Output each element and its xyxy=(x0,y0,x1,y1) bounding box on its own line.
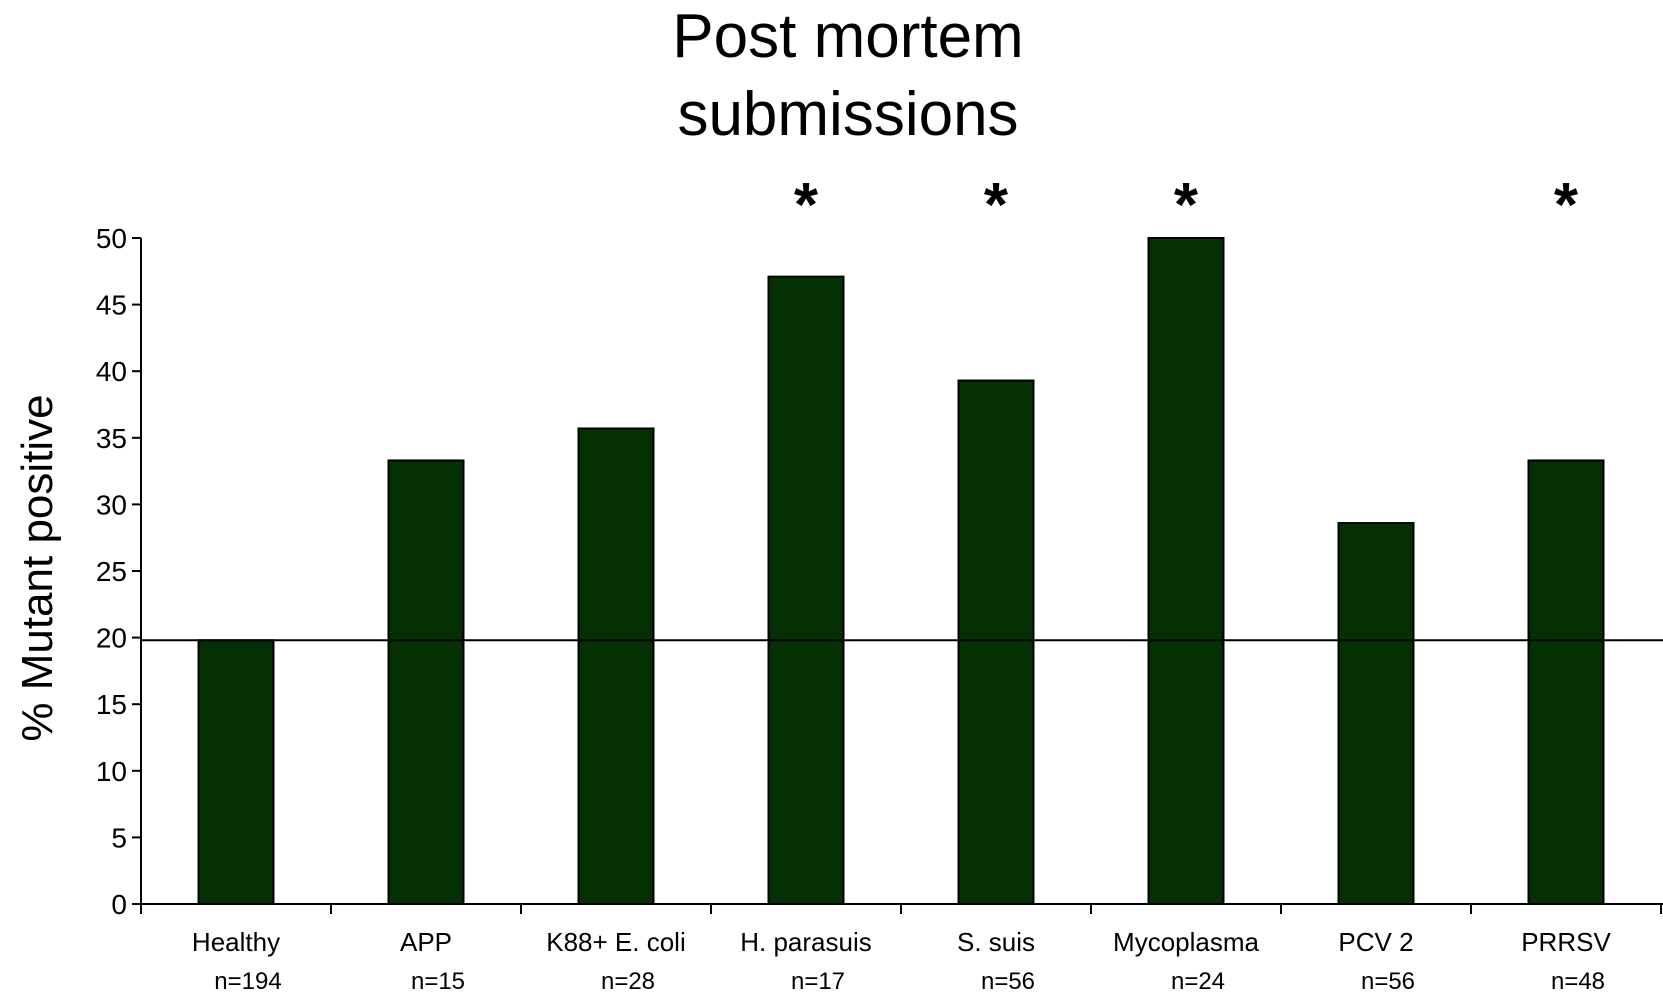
sample-size-label: n=24 xyxy=(1171,968,1225,994)
y-tick-label: 0 xyxy=(111,889,127,920)
y-tick-label: 10 xyxy=(96,756,127,787)
significance-star: * xyxy=(794,171,819,240)
bar-mycoplasma xyxy=(1147,237,1225,905)
bar-prrsv xyxy=(1527,459,1605,905)
y-tick-label: 15 xyxy=(96,689,127,720)
chart-title-line-1: Post mortem xyxy=(672,2,1023,71)
sample-size-label: n=17 xyxy=(791,968,845,994)
x-tick-label: PCV 2 xyxy=(1338,927,1413,957)
y-tick-label: 20 xyxy=(96,623,127,654)
sample-size-label: n=48 xyxy=(1551,968,1605,994)
y-axis-label: % Mutant positive xyxy=(13,394,62,741)
y-tick-label: 45 xyxy=(96,290,127,321)
y-tick-label: 50 xyxy=(96,223,127,254)
x-tick-label: H. parasuis xyxy=(740,927,872,957)
sample-size-label: n=28 xyxy=(601,968,655,994)
y-tick-label: 35 xyxy=(96,423,127,454)
bar-pcv-2 xyxy=(1337,522,1415,905)
bar-h-parasuis xyxy=(767,275,845,905)
significance-star: * xyxy=(984,171,1009,240)
x-tick-label: K88+ E. coli xyxy=(546,927,685,957)
sample-size-label: n=15 xyxy=(411,968,465,994)
bar-k88-e-coli xyxy=(577,427,655,905)
bar-series xyxy=(197,237,1605,905)
x-tick-label: S. suis xyxy=(957,927,1035,957)
bar-app xyxy=(387,459,465,905)
bar-s-suis xyxy=(957,379,1035,905)
x-tick-label: Healthy xyxy=(192,927,280,957)
significance-markers: * * * * xyxy=(794,171,1579,240)
x-tick-label: Mycoplasma xyxy=(1113,927,1259,957)
sample-size-label: n=56 xyxy=(1361,968,1415,994)
significance-star: * xyxy=(1554,171,1579,240)
sample-size-label: n=194 xyxy=(214,968,281,994)
bar-healthy xyxy=(197,639,275,905)
chart-title-line-2: submissions xyxy=(677,80,1018,149)
axes xyxy=(140,238,1663,914)
x-tick-label: APP xyxy=(400,927,452,957)
y-tick-label: 5 xyxy=(111,822,127,853)
x-axis-labels: Healthy n=194 APP n=15 K88+ E. coli n=28 H. pa… xyxy=(192,927,1612,994)
significance-star: * xyxy=(1174,171,1199,240)
y-tick-label: 40 xyxy=(96,356,127,387)
sample-size-label: n=56 xyxy=(981,968,1035,994)
chart-title: Post mortem submissions xyxy=(672,2,1023,149)
y-tick-label: 25 xyxy=(96,556,127,587)
x-tick-label: PRRSV xyxy=(1521,927,1611,957)
y-axis: 0 5 10 15 20 25 30 35 40 45 50 xyxy=(96,223,141,920)
y-tick-label: 30 xyxy=(96,489,127,520)
